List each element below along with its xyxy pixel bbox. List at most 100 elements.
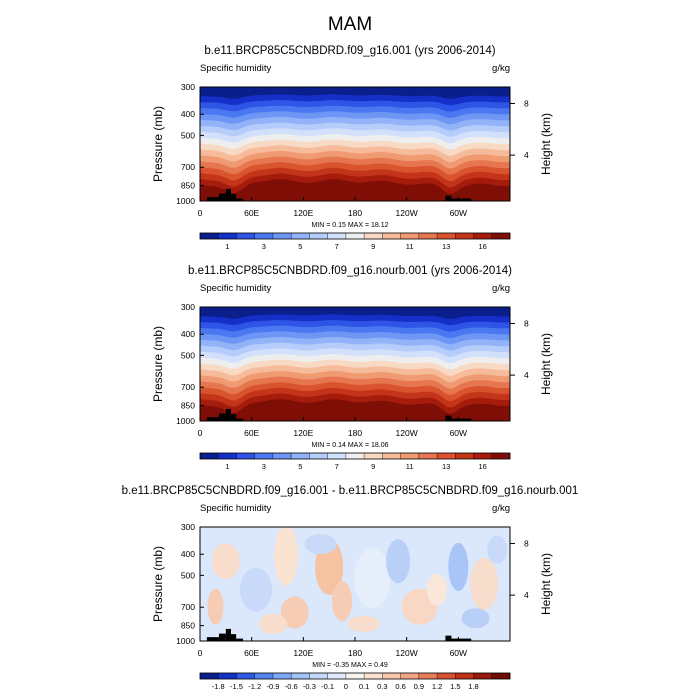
y2-tick-label: 8 [524,538,529,548]
colorbar-cell [236,233,256,239]
colorbar-label: 16 [478,242,486,251]
diff-blob-16 [304,534,337,555]
x-tick-label: 180 [348,208,362,218]
colorbar-cell [345,673,365,679]
colorbar-cell [491,453,511,459]
colorbar-label: 1.2 [432,682,442,691]
terrain-mask [225,408,231,421]
colorbar-cell [400,233,420,239]
x-tick-label: 60W [450,648,467,658]
left-label: Specific humidity [200,63,272,74]
diff-blob-2 [274,527,299,586]
colorbar-cell [455,233,474,239]
colorbar-label: 13 [442,462,450,471]
colorbar-label: 5 [298,462,302,471]
y-tick-label: 300 [181,82,195,92]
terrain-mask [225,628,231,641]
y-tick-label: 500 [181,570,195,580]
y-tick-label: 300 [181,302,195,312]
x-tick-label: 60E [244,208,259,218]
colorbar-cell [291,233,310,239]
terrain-mask [236,198,244,201]
colorbar-label: -1.2 [248,682,261,691]
diff-blob-6 [354,548,391,609]
right-label: g/kg [492,63,510,74]
x-tick-label: 60W [450,428,467,438]
colorbar-cell [236,673,256,679]
panel-title: b.e11.BRCP85C5CNBDRD.f09_g16.001 (yrs 20… [204,45,495,57]
colorbar-cell [491,673,511,679]
colorbar-label: 9 [371,462,375,471]
x-tick-label: 60W [450,208,467,218]
colorbar-cell [309,673,328,679]
y-tick-label: 1000 [176,416,195,426]
colorbar-label: -1.8 [212,682,225,691]
y-tick-label: 500 [181,350,195,360]
terrain-mask [236,418,244,421]
x-tick-label: 120W [396,648,418,658]
colorbar-label: 13 [442,242,450,251]
colorbar-label: 0 [344,682,348,691]
y-tick-label: 850 [181,181,195,191]
colorbar-cell [418,233,438,239]
colorbar-cell [437,233,456,239]
colorbar-label: -0.9 [266,682,279,691]
colorbar-cell [200,453,219,459]
terrain-mask [451,638,472,641]
chart-panel-3: b.e11.BRCP85C5CNBDRD.f09_g16.001 - b.e11… [122,485,579,691]
colorbar-cell [327,673,347,679]
chart-panel-1: b.e11.BRCP85C5CNBDRD.f09_g16.001 (yrs 20… [151,45,553,251]
diff-blob-14 [259,613,288,634]
colorbar-cell [309,233,328,239]
terrain-mask [231,414,237,421]
colorbar-cell [272,673,292,679]
y-tick-label: 1000 [176,636,195,646]
y2-tick-label: 4 [524,370,529,380]
y2-tick-label: 8 [524,318,529,328]
y-tick-label: 700 [181,162,195,172]
colorbar-cell [418,453,438,459]
x-tick-label: 120E [293,428,313,438]
colorbar-cell [382,673,401,679]
terrain-mask [451,198,472,201]
colorbar-cell [364,233,383,239]
diff-blob-13 [207,588,224,625]
diff-blob-3 [280,596,309,629]
right-label: g/kg [492,283,510,294]
colorbar-label: 7 [335,242,339,251]
colorbar-cell [218,233,237,239]
y-tick-label: 1000 [176,196,195,206]
colorbar-cell [291,673,310,679]
x-tick-label: 120E [293,208,313,218]
colorbar-cell [364,453,383,459]
colorbar-label: 11 [406,462,414,471]
colorbar-label: -0.6 [285,682,298,691]
diff-blob-0 [211,543,240,580]
y-tick-label: 700 [181,382,195,392]
colorbar-label: -0.1 [321,682,334,691]
colorbar-cell [218,453,237,459]
y-tick-label: 850 [181,621,195,631]
panel-title: b.e11.BRCP85C5CNBDRD.f09_g16.nourb.001 (… [188,265,512,277]
diff-blob-5 [332,581,353,622]
colorbar-cell [491,233,511,239]
colorbar-cell [345,453,365,459]
colorbar-cell [382,233,401,239]
diff-blob-1 [239,567,272,612]
left-label: Specific humidity [200,283,272,294]
y-tick-label: 400 [181,109,195,119]
colorbar-label: 5 [298,242,302,251]
right-label: g/kg [492,503,510,514]
left-label: Specific humidity [200,503,272,514]
colorbar-cell [272,453,292,459]
x-tick-label: 0 [198,208,203,218]
y2-tick-label: 4 [524,590,529,600]
terrain-mask [445,415,452,421]
diff-blob-10 [448,542,469,591]
colorbar-cell [200,673,219,679]
terrain-mask [231,194,237,201]
colorbar-label: 0.3 [377,682,387,691]
diff-blob-15 [347,615,380,632]
panels: b.e11.BRCP85C5CNBDRD.f09_g16.001 (yrs 20… [122,45,579,691]
colorbar-cell [200,233,219,239]
